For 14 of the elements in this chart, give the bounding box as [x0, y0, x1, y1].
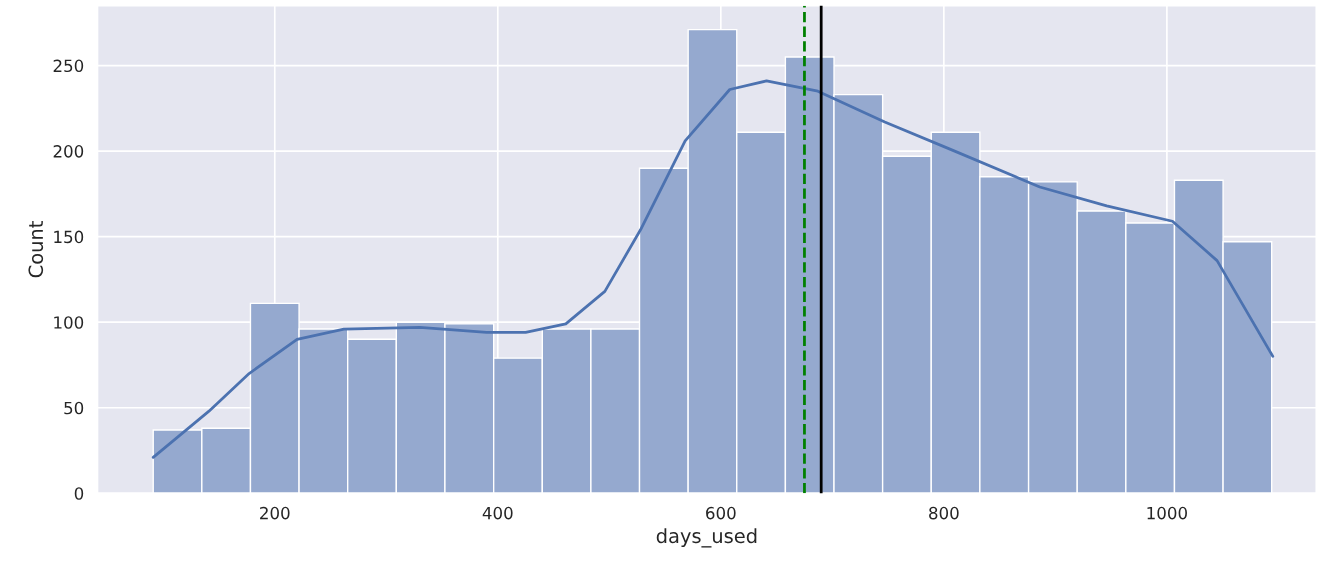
- x-tick-label: 1000: [1147, 506, 1187, 520]
- x-tick-label: 400: [482, 506, 513, 520]
- y-tick-label: 0: [74, 487, 84, 500]
- y-axis-title: Count: [28, 221, 44, 278]
- y-tick-label: 250: [53, 59, 84, 73]
- y-tick-label: 50: [64, 401, 84, 415]
- line-series: [151, 79, 1275, 459]
- x-tick-label: 800: [929, 506, 959, 520]
- x-tick-label: 600: [706, 506, 736, 520]
- y-tick-label: 200: [53, 145, 84, 158]
- y-tick-label: 150: [54, 230, 84, 244]
- y-tick-label: 100: [54, 316, 84, 329]
- x-axis-title: days_used: [656, 528, 757, 548]
- x-tick-label: 200: [260, 506, 290, 520]
